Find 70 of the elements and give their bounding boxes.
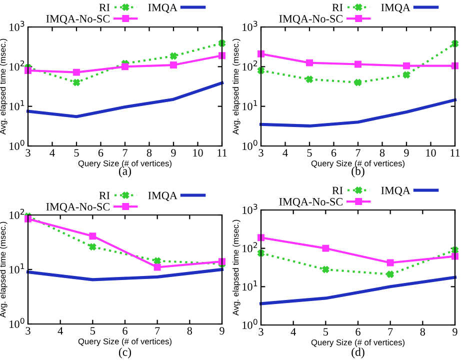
legend-label: IMQA-No-SC	[46, 15, 110, 24]
y-tick-label: 10$^{3}$	[242, 204, 258, 214]
x-tick-label: 8	[420, 328, 426, 336]
x-tick-label: 11	[450, 149, 460, 156]
x-axis-title: Query Size (# of vertices)	[78, 160, 172, 168]
x-tick-label: 4	[50, 149, 55, 156]
legend-label: IMQA-No-SC	[46, 203, 110, 212]
y-tick-label: 10$^{0}$	[242, 318, 258, 329]
y-tick-label: 10$^{0}$	[242, 140, 258, 150]
x-tick-label: 7	[356, 149, 360, 156]
legend-label: IMQA	[381, 186, 410, 196]
y-tick-label: 10$^{1}$	[10, 100, 24, 110]
x-tick-label: 9	[452, 328, 458, 336]
x-tick-label: 7	[155, 327, 160, 334]
x-tick-label: 4	[282, 149, 288, 156]
x-tick-label: 7	[388, 328, 393, 336]
y-tick-label: 10$^{1}$	[10, 263, 24, 274]
legend-label: RI	[99, 4, 110, 12]
legend-label: IMQA	[148, 4, 178, 13]
y-tick-label: 10$^{0}$	[10, 318, 24, 328]
y-axis-title: Avg. elapsed time (msec.)	[232, 220, 240, 316]
x-tick-label: 3	[258, 328, 264, 336]
y-tick-label: 10$^{1}$	[242, 280, 258, 291]
y-axis-title: Avg. elapsed time (msec.)	[0, 222, 8, 318]
text: (c)	[118, 348, 132, 358]
x-tick-label: 10	[426, 149, 436, 157]
legend-label: IMQA	[381, 4, 410, 13]
x-tick-label: 4	[58, 327, 63, 334]
x-tick-label: 3	[258, 149, 264, 157]
y-axis-title: Avg. elapsed time (msec.)	[0, 38, 8, 135]
legend-label: IMQA-No-SC	[279, 198, 342, 208]
x-tick-label: 7	[122, 149, 128, 156]
x-tick-label: 9	[220, 327, 224, 335]
x-axis-title: Query Size (# of vertices)	[78, 338, 172, 346]
y-tick-label: 10$^{2}$	[10, 208, 24, 219]
x-tick-label: 8	[380, 149, 385, 157]
y-tick-label: 10$^{1}$	[242, 100, 258, 110]
text: (a)	[118, 166, 132, 178]
x-tick-label: 8	[146, 149, 152, 157]
legend-label: IMQA-No-SC	[279, 15, 342, 24]
y-tick-label: 10$^{3}$	[242, 20, 258, 31]
x-tick-label: 9	[171, 149, 176, 157]
x-axis-title: Query Size (# of vertices)	[311, 339, 404, 348]
y-tick-label: 10$^{2}$	[10, 60, 24, 71]
x-tick-label: 6	[331, 149, 336, 157]
x-tick-label: 4	[290, 328, 296, 336]
legend-label: IMQA	[148, 192, 178, 201]
x-tick-label: 6	[122, 327, 128, 335]
y-tick-label: 10$^{2}$	[242, 60, 258, 71]
y-tick-label: 10$^{0}$	[10, 140, 24, 150]
x-tick-label: 6	[356, 328, 360, 336]
text: (b)	[352, 166, 364, 178]
x-tick-label: 5	[90, 327, 96, 335]
x-tick-label: 5	[324, 328, 328, 336]
y-tick-label: 10$^{2}$	[242, 242, 258, 252]
legend-label: RI	[99, 192, 110, 200]
legend-label: RI	[332, 4, 343, 12]
text: (d)	[352, 348, 364, 358]
x-tick-label: 11	[218, 149, 227, 156]
x-tick-label: 5	[74, 149, 79, 157]
x-tick-label: 3	[26, 327, 30, 335]
x-tick-label: 6	[98, 149, 104, 157]
y-axis-title: Avg. elapsed time (msec.)	[232, 38, 240, 135]
x-tick-label: 10	[193, 149, 203, 157]
x-tick-label: 3	[26, 149, 30, 157]
x-tick-label: 5	[307, 149, 312, 157]
x-tick-label: 9	[404, 149, 409, 157]
x-tick-label: 8	[187, 327, 192, 335]
y-tick-label: 10$^{3}$	[10, 20, 24, 31]
legend-label: RI	[332, 186, 343, 194]
